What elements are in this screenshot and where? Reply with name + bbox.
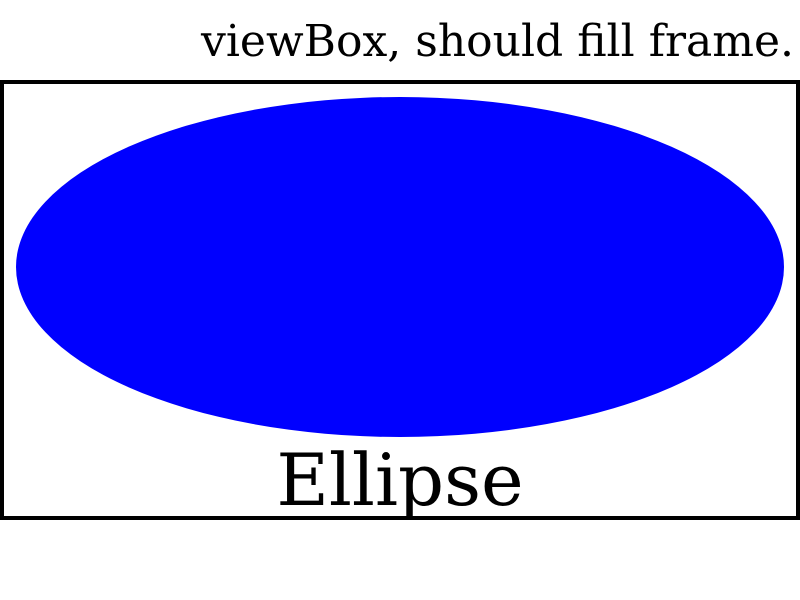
viewbox-frame: Ellipse bbox=[0, 80, 800, 520]
caption-text: viewBox, should fill frame. bbox=[201, 16, 794, 67]
ellipse-label: Ellipse bbox=[276, 438, 523, 520]
blue-ellipse bbox=[16, 97, 784, 437]
